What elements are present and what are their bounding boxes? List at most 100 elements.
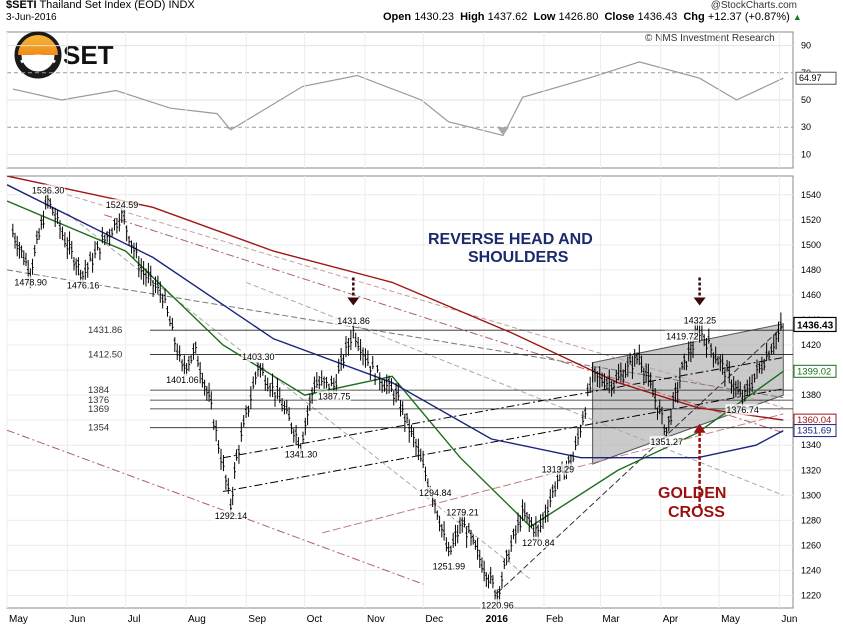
price-label: 1294.84 xyxy=(419,488,452,498)
price-label: 1270.84 xyxy=(522,538,555,548)
price-label-bg xyxy=(682,314,717,326)
x-tick-label: Mar xyxy=(602,614,620,625)
price-label-bg xyxy=(316,390,351,402)
price-tick-label: 1380 xyxy=(801,390,821,400)
price-label-bg xyxy=(418,486,453,498)
trend-line xyxy=(7,429,424,585)
price-tick-label: 1500 xyxy=(801,240,821,250)
channel-shade xyxy=(592,323,784,465)
price-label-bg xyxy=(431,560,466,572)
trend-line xyxy=(496,325,784,594)
price-label: 1376.74 xyxy=(726,405,759,415)
price-tick-label: 1340 xyxy=(801,440,821,450)
credit-label: © NMS Investment Research xyxy=(645,33,775,44)
price-tick-label: 1280 xyxy=(801,515,821,525)
price-label: 1220.96 xyxy=(481,600,514,610)
x-tick-label: May xyxy=(9,614,28,625)
price-label-bg xyxy=(240,350,275,362)
price-label: 1432.25 xyxy=(684,316,717,326)
price-label-bg xyxy=(725,404,760,416)
price-label: 1403.30 xyxy=(242,352,275,362)
low-value: 1426.80 xyxy=(558,11,599,23)
ma-value-label: 1351.69 xyxy=(797,426,831,437)
price-label-bg xyxy=(445,506,480,518)
logo-text: SET xyxy=(63,40,114,70)
level-label: 1369 xyxy=(88,404,109,415)
exchange: INDX xyxy=(168,0,195,11)
price-label-bg xyxy=(65,279,100,291)
logo-sun-icon xyxy=(18,35,58,55)
ma-value-label: 1399.02 xyxy=(797,366,831,377)
rhs-title-line1: REVERSE HEAD AND xyxy=(428,231,593,248)
price-label-bg xyxy=(480,599,515,611)
level-label: 1384 xyxy=(88,385,109,396)
price-label: 1401.06 xyxy=(166,375,199,385)
x-tick-label: Jul xyxy=(128,614,141,625)
price-tick-label: 1520 xyxy=(801,215,821,225)
price-label-bg xyxy=(665,330,700,342)
level-label: 1354 xyxy=(88,423,109,434)
price-label-bg xyxy=(336,315,371,327)
open-value: 1430.23 xyxy=(414,11,454,23)
rsi-tick-label: 90 xyxy=(801,41,811,51)
level-label: 1412.50 xyxy=(88,349,122,360)
x-tick-label: May xyxy=(721,614,740,625)
date-label: 3-Jun-2016 xyxy=(6,12,57,23)
trend-line xyxy=(67,194,784,409)
rsi-last-value: 64.97 xyxy=(799,73,822,83)
rsi-line xyxy=(12,61,784,137)
price-tick-label: 1460 xyxy=(801,290,821,300)
up-arrow-icon: ▲ xyxy=(792,12,802,22)
logo-swoosh-icon xyxy=(20,54,56,64)
chg-value: +12.37 (+0.87%) xyxy=(707,11,790,23)
price-label: 1524.59 xyxy=(106,200,139,210)
up-arrow-head-icon xyxy=(693,423,706,433)
price-label: 1292.14 xyxy=(215,511,248,521)
price-label: 1387.75 xyxy=(318,391,351,401)
close-value-label: 1436.43 xyxy=(797,320,834,331)
ma-value-tag xyxy=(793,364,837,378)
price-label: 1251.99 xyxy=(433,561,466,571)
x-tick-label: Dec xyxy=(425,614,443,625)
price-label-bg xyxy=(540,463,575,475)
price-label: 1341.30 xyxy=(285,450,318,460)
level-label: 1376 xyxy=(88,395,109,406)
price-label-bg xyxy=(165,373,200,385)
x-tick-label: Aug xyxy=(188,614,206,625)
index-name: Thailand Set Index (EOD) xyxy=(39,0,166,11)
ma-value-label: 1360.04 xyxy=(797,415,831,426)
price-tick-label: 1260 xyxy=(801,540,821,550)
golden-cross-line1: GOLDEN xyxy=(658,485,726,502)
x-tick-label: Jun xyxy=(69,614,85,625)
x-tick-label: Oct xyxy=(307,614,323,625)
symbol: $SETI xyxy=(6,0,37,11)
ma-value-tag xyxy=(793,424,837,438)
price-label-bg xyxy=(30,184,65,196)
rsi-oversold-fill xyxy=(497,127,510,136)
price-plot xyxy=(7,176,793,605)
x-tick-label: Nov xyxy=(367,614,385,625)
trend-line xyxy=(104,214,784,434)
ma-line-1 xyxy=(7,200,784,528)
x-tick-label: Feb xyxy=(546,614,564,625)
price-tick-label: 1220 xyxy=(801,590,821,600)
high-value: 1437.62 xyxy=(487,11,528,23)
close-value-tag xyxy=(793,316,837,333)
trend-line xyxy=(222,357,784,459)
set-logo: SET xyxy=(14,31,114,79)
trend-line xyxy=(246,281,784,496)
price-tick-label: 1540 xyxy=(801,190,821,200)
x-tick-label: Sep xyxy=(248,614,266,625)
price-label: 1478.90 xyxy=(14,277,47,287)
price-label-bg xyxy=(649,436,684,448)
price-label: 1431.86 xyxy=(337,316,370,326)
x-tick-label: 2016 xyxy=(486,614,509,625)
ma-line-3 xyxy=(7,176,784,421)
price-label-bg xyxy=(13,276,48,288)
price-label: 1419.72 xyxy=(666,331,699,341)
golden-cross-line2: CROSS xyxy=(668,504,725,521)
trend-line xyxy=(7,269,784,399)
ohlc-readout: Open 1430.23 High 1437.62 Low 1426.80 Cl… xyxy=(383,11,802,23)
price-tick-label: 1240 xyxy=(801,565,821,575)
